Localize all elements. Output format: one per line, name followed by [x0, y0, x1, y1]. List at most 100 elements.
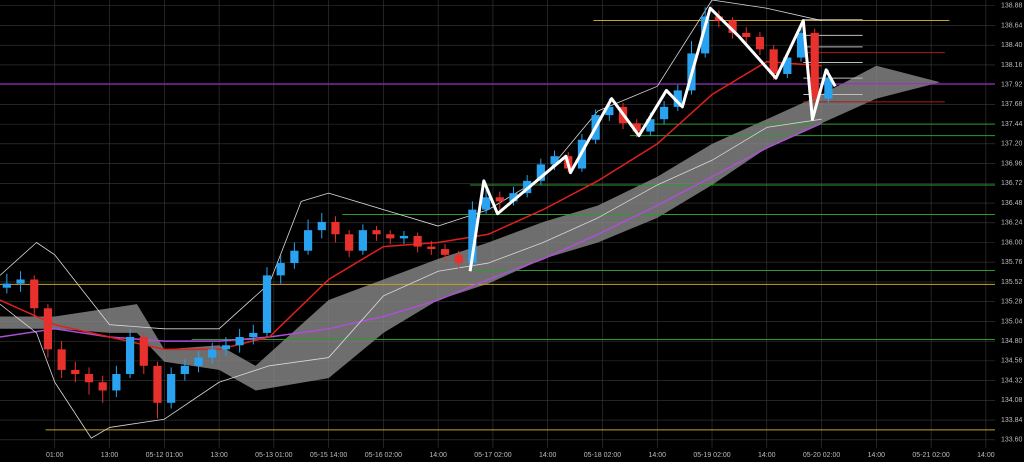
candle-body: [194, 357, 203, 366]
y-tick-label: 135.28: [1001, 299, 1023, 306]
y-tick-label: 133.84: [1001, 417, 1023, 424]
x-tick-label: 14:00: [648, 452, 666, 459]
candle-body: [317, 221, 326, 231]
y-tick-label: 138.64: [1001, 22, 1023, 29]
x-tick-label: 05-19 02:00: [693, 452, 730, 459]
candle-body: [427, 246, 436, 250]
candle-body: [30, 279, 39, 309]
candle-body: [796, 32, 806, 58]
candle-body: [98, 382, 107, 391]
candle-body: [249, 332, 258, 338]
y-tick-label: 133.60: [1001, 437, 1023, 444]
y-tick-label: 136.96: [1001, 160, 1023, 167]
candle-body: [180, 365, 189, 375]
candle-body: [440, 249, 450, 255]
y-tick-label: 136.48: [1001, 200, 1023, 207]
candle-body: [386, 234, 395, 239]
x-tick-label: 05-16 02:00: [365, 452, 402, 459]
candle-body: [372, 230, 381, 235]
candle-body: [331, 221, 340, 235]
candle-body: [495, 197, 504, 202]
candle-body: [659, 106, 669, 120]
candle-body: [57, 349, 66, 370]
candle-body: [235, 337, 244, 346]
candle-body: [112, 374, 121, 391]
x-tick-label: 05-21 02:00: [912, 452, 949, 459]
indicator-line: [0, 60, 822, 351]
candle-body: [824, 78, 833, 99]
y-tick-label: 138.88: [1001, 3, 1023, 10]
zigzag-line: [468, 6, 837, 272]
candle-body: [262, 275, 272, 333]
candle-body: [2, 283, 11, 288]
y-tick-label: 135.04: [1001, 318, 1023, 325]
candle-body: [769, 49, 778, 74]
ichimoku-cloud: [0, 65, 941, 391]
indicator-line: [0, 122, 822, 342]
candle-body: [303, 230, 313, 251]
x-tick-label: 05-18 02:00: [584, 452, 621, 459]
candle-body: [358, 230, 367, 251]
candle-body: [167, 374, 176, 403]
x-tick-label: 13:00: [101, 452, 119, 459]
y-tick-label: 134.32: [1001, 377, 1023, 384]
x-tick-label: 14:00: [868, 452, 886, 459]
y-tick-label: 136.72: [1001, 180, 1023, 187]
y-tick-label: 135.76: [1001, 259, 1023, 266]
candle-body: [125, 337, 135, 375]
x-tick-label: 14:00: [429, 452, 447, 459]
y-tick-label: 138.40: [1001, 42, 1023, 49]
y-tick-label: 135.52: [1001, 279, 1023, 286]
candle-body: [605, 106, 614, 116]
candle-body: [43, 308, 53, 350]
candle-body: [673, 90, 682, 107]
candle-body: [646, 119, 655, 132]
candle-body: [276, 263, 285, 276]
y-tick-label: 134.08: [1001, 397, 1023, 404]
candle-body: [550, 156, 559, 165]
candle-body: [71, 369, 80, 375]
candle-body: [701, 16, 710, 54]
candle-body: [728, 20, 737, 33]
candle-body: [783, 57, 792, 74]
candle-body: [139, 337, 148, 366]
x-tick-label: 14:00: [758, 452, 776, 459]
y-tick-label: 134.56: [1001, 358, 1023, 365]
y-tick-label: 137.68: [1001, 101, 1023, 108]
candle-body: [509, 193, 518, 202]
y-tick-label: 137.44: [1001, 121, 1023, 128]
candle-body: [481, 197, 491, 210]
candle-body: [413, 235, 422, 247]
candle-body: [208, 349, 217, 358]
indicator-line: [0, 118, 822, 439]
indicator-line: [0, 0, 822, 330]
y-tick-label: 138.16: [1001, 62, 1023, 69]
candle-body: [290, 250, 299, 264]
x-tick-label: 05-20 02:00: [803, 452, 840, 459]
candle-body: [16, 279, 25, 284]
candle-body: [468, 209, 477, 264]
x-tick-label: 05-17 02:00: [474, 452, 511, 459]
x-tick-label: 05-13 01:00: [255, 452, 292, 459]
x-tick-label: 14:00: [977, 452, 995, 459]
candle-body: [454, 254, 463, 264]
x-tick-label: 14:00: [539, 452, 557, 459]
x-tick-label: 05-12 01:00: [146, 452, 183, 459]
candle-body: [755, 36, 765, 50]
candle-body: [399, 235, 409, 239]
x-tick-label: 05-15 14:00: [310, 452, 347, 459]
y-tick-label: 137.92: [1001, 82, 1023, 89]
y-tick-label: 134.80: [1001, 338, 1023, 345]
y-tick-label: 136.00: [1001, 239, 1023, 246]
y-tick-label: 137.20: [1001, 141, 1023, 148]
y-tick-label: 136.24: [1001, 220, 1023, 227]
candle-body: [153, 365, 162, 403]
x-tick-label: 01:00: [46, 452, 64, 459]
candle-body: [221, 345, 231, 350]
x-tick-label: 13:00: [210, 452, 228, 459]
candle-body: [345, 234, 354, 251]
candle-body: [742, 32, 751, 37]
candle-body: [84, 374, 94, 383]
